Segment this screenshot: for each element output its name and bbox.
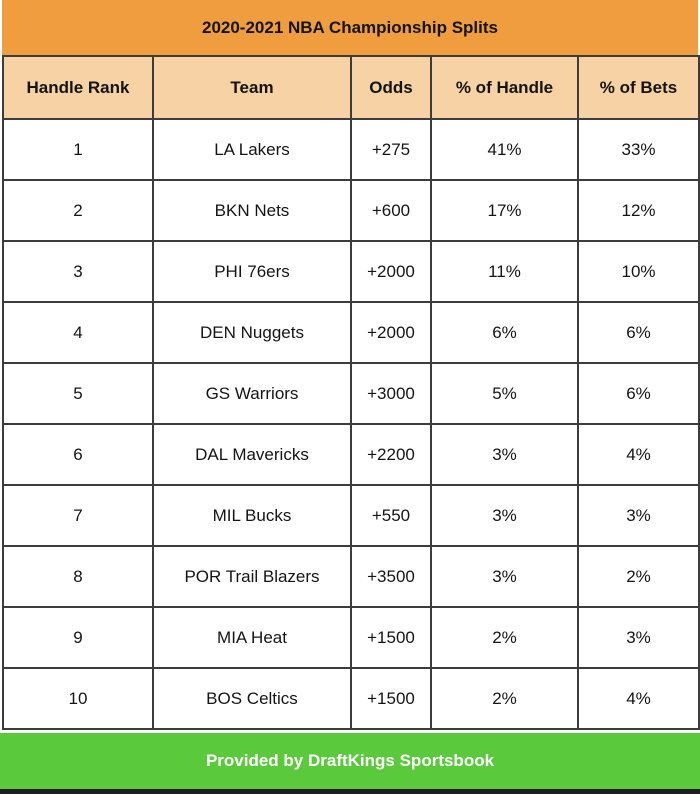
cell-rank: 8 xyxy=(2,545,154,608)
cell-rank: 4 xyxy=(2,301,154,364)
cell-rank: 6 xyxy=(2,423,154,486)
cell-odds: +3500 xyxy=(350,545,432,608)
table-row: 2 BKN Nets +600 17% 12% xyxy=(2,179,700,242)
cell-handle-pct: 11% xyxy=(430,240,579,303)
table-row: 9 MIA Heat +1500 2% 3% xyxy=(2,606,700,669)
table-row: 5 GS Warriors +3000 5% 6% xyxy=(2,362,700,425)
cell-odds: +2000 xyxy=(350,301,432,364)
splits-table: Handle Rank Team Odds % of Handle % of B… xyxy=(2,55,700,730)
cell-team: DAL Mavericks xyxy=(152,423,352,486)
cell-team: LA Lakers xyxy=(152,118,352,181)
cell-bets-pct: 4% xyxy=(577,667,700,730)
cell-rank: 3 xyxy=(2,240,154,303)
cell-bets-pct: 3% xyxy=(577,484,700,547)
cell-odds: +1500 xyxy=(350,606,432,669)
cell-team: BKN Nets xyxy=(152,179,352,242)
table-title-text: 2020-2021 NBA Championship Splits xyxy=(201,17,498,37)
cell-bets-pct: 2% xyxy=(577,545,700,608)
cell-odds: +2000 xyxy=(350,240,432,303)
column-header-bets-pct: % of Bets xyxy=(577,55,700,120)
cell-team: POR Trail Blazers xyxy=(152,545,352,608)
cell-handle-pct: 3% xyxy=(430,423,579,486)
cell-handle-pct: 6% xyxy=(430,301,579,364)
column-header-team: Team xyxy=(152,55,352,120)
table-title: 2020-2021 NBA Championship Splits xyxy=(2,0,698,55)
cell-team: GS Warriors xyxy=(152,362,352,425)
cell-handle-pct: 5% xyxy=(430,362,579,425)
cell-handle-pct: 2% xyxy=(430,667,579,730)
cell-bets-pct: 6% xyxy=(577,301,700,364)
cell-rank: 9 xyxy=(2,606,154,669)
header-row: Handle Rank Team Odds % of Handle % of B… xyxy=(2,55,700,120)
cell-bets-pct: 12% xyxy=(577,179,700,242)
table-row: 1 LA Lakers +275 41% 33% xyxy=(2,118,700,181)
cell-odds: +600 xyxy=(350,179,432,242)
cell-team: MIA Heat xyxy=(152,606,352,669)
table-row: 3 PHI 76ers +2000 11% 10% xyxy=(2,240,700,303)
cell-handle-pct: 17% xyxy=(430,179,579,242)
cell-bets-pct: 3% xyxy=(577,606,700,669)
cell-rank: 1 xyxy=(2,118,154,181)
table-row: 10 BOS Celtics +1500 2% 4% xyxy=(2,667,700,730)
column-header-handle-pct: % of Handle xyxy=(430,55,579,120)
cell-odds: +1500 xyxy=(350,667,432,730)
cell-bets-pct: 33% xyxy=(577,118,700,181)
cell-handle-pct: 2% xyxy=(430,606,579,669)
table-row: 8 POR Trail Blazers +3500 3% 2% xyxy=(2,545,700,608)
cell-handle-pct: 41% xyxy=(430,118,579,181)
cell-team: PHI 76ers xyxy=(152,240,352,303)
cell-team: DEN Nuggets xyxy=(152,301,352,364)
cell-odds: +2200 xyxy=(350,423,432,486)
cell-odds: +275 xyxy=(350,118,432,181)
footer-attribution: Provided by DraftKings Sportsbook xyxy=(0,733,700,789)
cell-odds: +550 xyxy=(350,484,432,547)
cell-odds: +3000 xyxy=(350,362,432,425)
cell-rank: 2 xyxy=(2,179,154,242)
cell-handle-pct: 3% xyxy=(430,484,579,547)
cell-team: MIL Bucks xyxy=(152,484,352,547)
bottom-edge-strip xyxy=(0,789,700,794)
cell-rank: 7 xyxy=(2,484,154,547)
footer-attribution-text: Provided by DraftKings Sportsbook xyxy=(205,751,495,770)
table-row: 4 DEN Nuggets +2000 6% 6% xyxy=(2,301,700,364)
table-row: 6 DAL Mavericks +2200 3% 4% xyxy=(2,423,700,486)
cell-rank: 5 xyxy=(2,362,154,425)
table-row: 7 MIL Bucks +550 3% 3% xyxy=(2,484,700,547)
column-header-odds: Odds xyxy=(350,55,432,120)
column-header-handle-rank: Handle Rank xyxy=(2,55,154,120)
cell-rank: 10 xyxy=(2,667,154,730)
cell-bets-pct: 10% xyxy=(577,240,700,303)
cell-bets-pct: 6% xyxy=(577,362,700,425)
spacer xyxy=(0,730,700,733)
cell-handle-pct: 3% xyxy=(430,545,579,608)
cell-team: BOS Celtics xyxy=(152,667,352,730)
cell-bets-pct: 4% xyxy=(577,423,700,486)
